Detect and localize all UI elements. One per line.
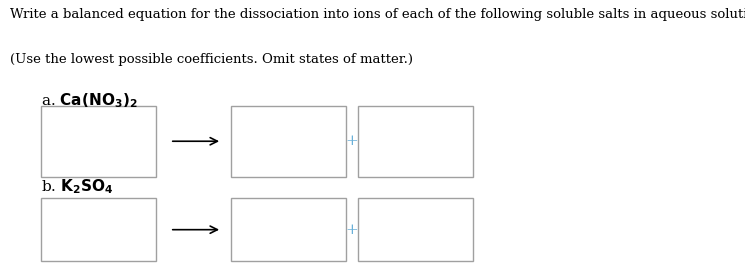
Text: Write a balanced equation for the dissociation into ions of each of the followin: Write a balanced equation for the dissoc… bbox=[10, 8, 745, 21]
Text: a. $\mathbf{Ca(NO_3)_2}$: a. $\mathbf{Ca(NO_3)_2}$ bbox=[41, 91, 138, 110]
Bar bbox=[231, 198, 346, 261]
Bar bbox=[358, 106, 473, 177]
Text: (Use the lowest possible coefficients. Omit states of matter.): (Use the lowest possible coefficients. O… bbox=[10, 53, 413, 66]
Text: b. $\mathbf{K_2SO_4}$: b. $\mathbf{K_2SO_4}$ bbox=[41, 177, 113, 196]
Bar bbox=[41, 106, 156, 177]
Bar bbox=[41, 198, 156, 261]
Bar bbox=[231, 106, 346, 177]
Text: +: + bbox=[345, 134, 358, 148]
Bar bbox=[358, 198, 473, 261]
Text: +: + bbox=[345, 223, 358, 237]
